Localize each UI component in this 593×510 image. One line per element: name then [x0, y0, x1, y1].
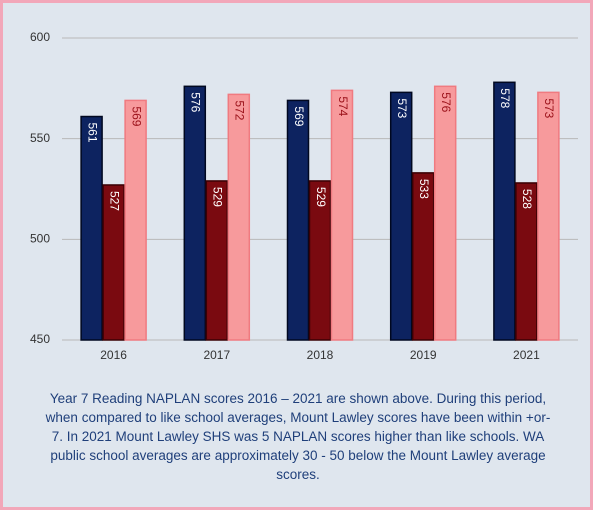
- bar: [183, 85, 207, 341]
- data-label: 527: [107, 191, 121, 211]
- bar: [515, 182, 538, 341]
- data-label: 529: [314, 187, 328, 207]
- x-tick-label: 2016: [100, 348, 127, 362]
- data-label: 569: [292, 106, 306, 126]
- bar: [205, 180, 229, 341]
- x-tick-label: 2018: [307, 348, 334, 362]
- x-tick-label: 2019: [410, 348, 437, 362]
- bar: [227, 93, 251, 341]
- bar: [330, 89, 354, 341]
- bar: [433, 85, 457, 341]
- data-label: 529: [211, 187, 225, 207]
- bar: [308, 180, 332, 341]
- y-tick-label: 450: [30, 332, 50, 346]
- bar: [286, 99, 310, 341]
- data-label: 576: [439, 92, 453, 112]
- data-label: 573: [395, 98, 409, 118]
- bar: [80, 115, 103, 341]
- data-label: 578: [498, 88, 512, 108]
- chart: 450 500 550 600 2016 561 527 569 2017 576 529 572 20…: [30, 30, 578, 362]
- bar: [537, 91, 560, 341]
- data-label: 572: [233, 100, 247, 120]
- caption: Year 7 Reading NAPLAN scores 2016 – 2021…: [45, 391, 551, 482]
- data-label: 573: [542, 98, 556, 118]
- x-tick-label: 2017: [203, 348, 230, 362]
- data-label: 561: [85, 123, 99, 143]
- data-label: 533: [417, 179, 431, 199]
- data-label: 574: [336, 96, 350, 116]
- data-label: 569: [129, 106, 143, 126]
- x-tick-label: 2021: [513, 348, 540, 362]
- bar: [411, 172, 435, 341]
- bar: [389, 91, 413, 341]
- y-tick-label: 550: [30, 131, 50, 145]
- data-label: 576: [189, 92, 203, 112]
- y-tick-label: 600: [30, 30, 50, 44]
- data-label: 528: [520, 189, 534, 209]
- bar: [493, 81, 516, 341]
- y-tick-label: 500: [30, 232, 50, 246]
- bar: [102, 184, 125, 341]
- bar: [124, 99, 147, 341]
